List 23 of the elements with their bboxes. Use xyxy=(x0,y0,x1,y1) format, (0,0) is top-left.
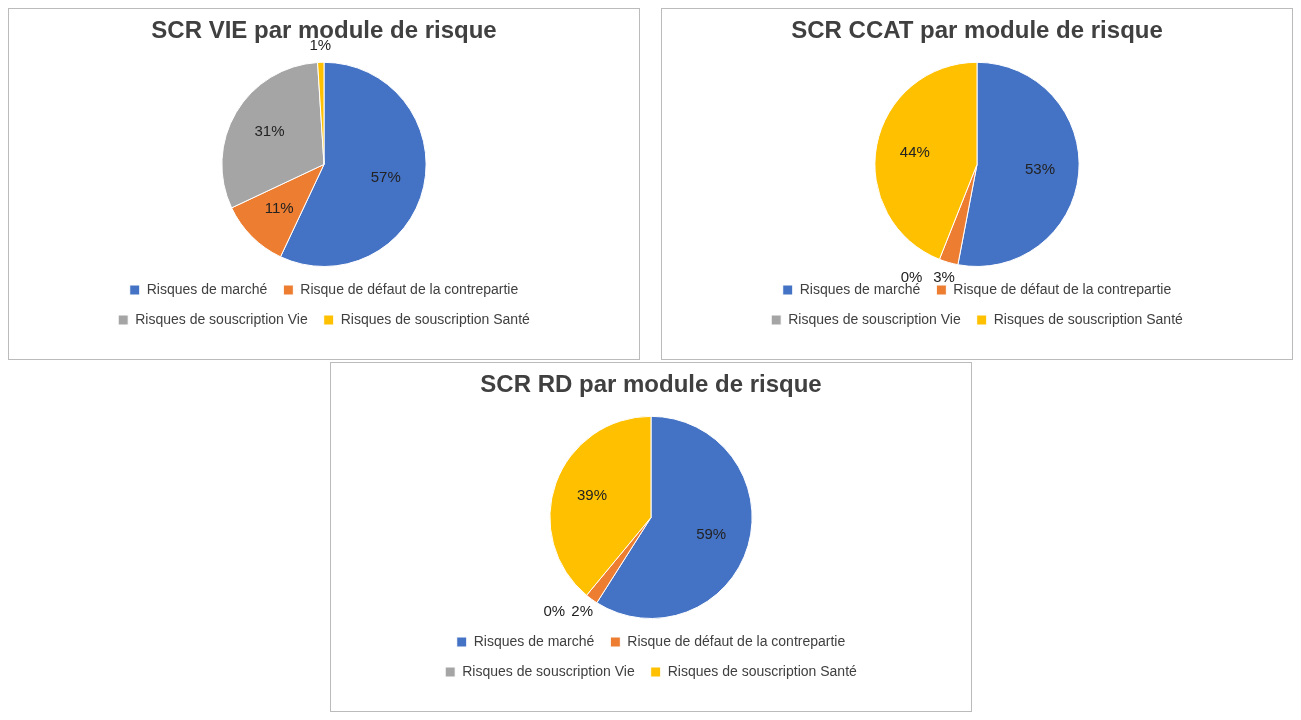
text: 0% xyxy=(543,601,565,619)
data-label: 53% xyxy=(1025,160,1056,178)
legend-label: Risque de défaut de la contrepartie xyxy=(953,280,1172,297)
data-label: 57% xyxy=(370,168,401,186)
chart-title: SCR RD par module de risque xyxy=(479,370,822,398)
legend-label: Risques de souscription Vie xyxy=(788,310,961,327)
legend-label: Risques de souscription Vie xyxy=(135,310,308,327)
legend-label: Risques de souscription Vie xyxy=(461,662,635,679)
legend-label: Risques de souscription Santé xyxy=(340,310,531,327)
legend-label: Risque de défaut de la contrepartie xyxy=(300,280,519,297)
data-label: 39% xyxy=(576,486,607,504)
legend-label: Risque de défaut de la contrepartie xyxy=(626,632,845,649)
legend-label: Risques de souscription Santé xyxy=(667,662,857,679)
legend-label: Risques de souscription Santé xyxy=(993,310,1184,327)
legend-label: Risques de marché xyxy=(146,280,268,297)
data-label: 2% xyxy=(570,602,593,620)
data-label: 44% xyxy=(899,142,930,160)
data-label: 3% xyxy=(933,267,955,285)
chart-title: SCR CCAT par module de risque xyxy=(791,16,1163,44)
data-label: 31% xyxy=(254,122,285,140)
data-label: 59% xyxy=(695,525,726,543)
data-label: 11% xyxy=(264,199,294,217)
legend-label: Risques de marché xyxy=(473,632,595,649)
